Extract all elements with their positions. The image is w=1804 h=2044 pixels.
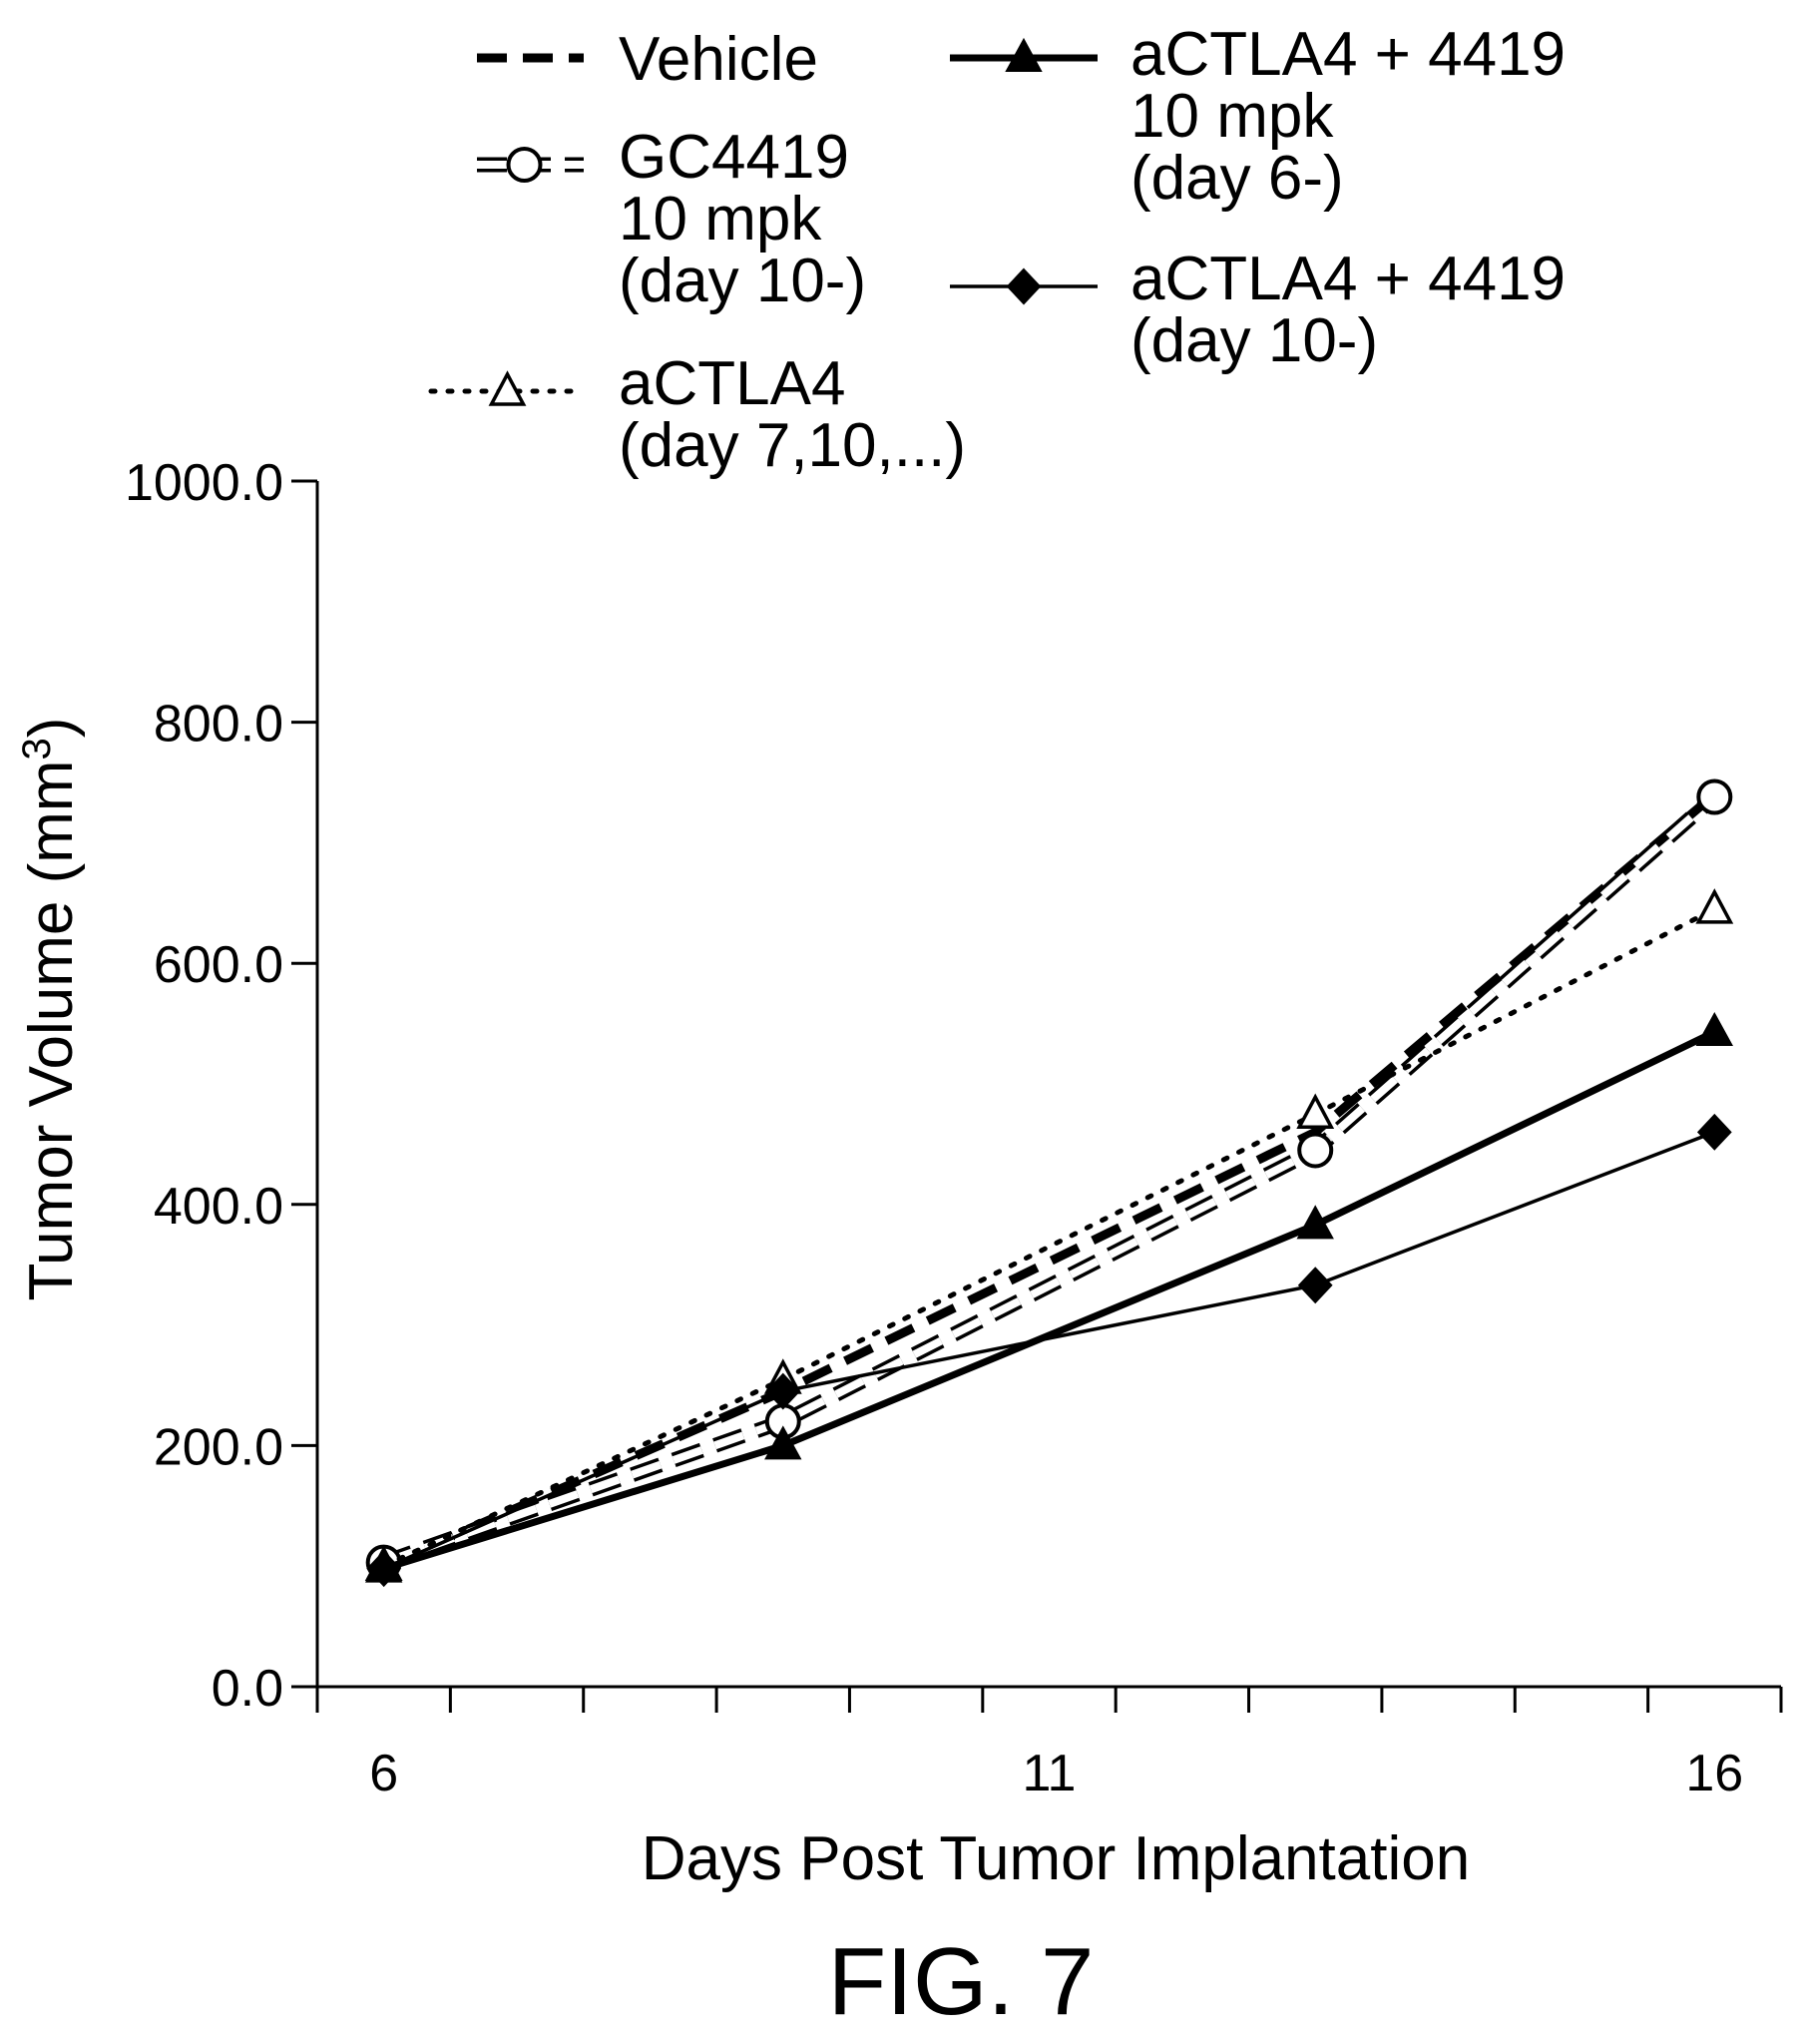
data-point-actla4_4419_d6 — [1296, 1205, 1334, 1240]
data-point-gc4419 — [1297, 1132, 1334, 1169]
legend-label-actla4_4419_d6: aCTLA4 + 4419 — [1130, 20, 1566, 89]
data-point-actla4_4419_d6 — [764, 1425, 802, 1460]
axes: 0.0 200.0 400.0 600.0 800.0 1000.0 6 11 16 — [125, 454, 1783, 1802]
series-line-gc4419 — [381, 790, 1720, 1570]
y-tick-label: 800.0 — [154, 696, 283, 754]
legend-label-actla4: aCTLA4 — [619, 349, 845, 418]
legend-label-actla4: (day 7,10,...) — [619, 411, 966, 480]
series-gc4419 — [365, 778, 1733, 1581]
y-axis-title-main: Tumor Volume (mm — [17, 760, 86, 1300]
x-tick-label: 16 — [1685, 1745, 1743, 1802]
legend-label-gc4419: (day 10-) — [619, 247, 866, 315]
series-actla4_4419_d10 — [366, 1113, 1732, 1588]
legend-entry-actla4: aCTLA4(day 7,10,...) — [428, 349, 966, 480]
figure-caption: FIG. 7 — [828, 1928, 1095, 2035]
series-layer — [364, 778, 1734, 1588]
y-tick-label: 600.0 — [154, 936, 283, 994]
data-point-actla4 — [1695, 888, 1734, 924]
y-axis-title-close: ) — [17, 718, 86, 739]
data-point-actla4_4419_d10 — [1696, 1113, 1732, 1151]
legend-label-vehicle: Vehicle — [619, 25, 818, 94]
x-tick-label: 6 — [369, 1745, 398, 1802]
legend-label-gc4419: 10 mpk — [619, 185, 822, 254]
x-axis-title: Days Post Tumor Implantation — [642, 1824, 1470, 1893]
series-line-actla4 — [381, 906, 1717, 1569]
y-tick-label: 200.0 — [154, 1418, 283, 1476]
legend-marker-actla4_4419_d10 — [1006, 267, 1042, 305]
data-point-actla4_4419_d10 — [366, 1550, 402, 1588]
legend-label-actla4_4419_d10: (day 10-) — [1130, 306, 1378, 375]
data-point-actla4_4419_d6 — [1695, 1011, 1734, 1047]
data-point-actla4_4419_d10 — [765, 1372, 801, 1410]
series-vehicle — [381, 790, 1718, 1571]
data-point-actla4 — [1296, 1093, 1335, 1129]
legend-marker-actla4_4419_d6 — [1005, 37, 1043, 72]
legend-label-actla4_4419_d10: aCTLA4 + 4419 — [1130, 245, 1566, 313]
data-point-actla4_4419_d10 — [1297, 1267, 1333, 1304]
y-tick-label: 0.0 — [212, 1660, 283, 1718]
series-line-actla4_4419_d10 — [382, 1130, 1715, 1571]
y-axis-title: Tumor Volume (mm3) — [15, 718, 86, 1301]
legend-label-gc4419: GC4419 — [619, 123, 849, 192]
y-tick-label: 400.0 — [154, 1178, 283, 1236]
series-line-gc4419-inner — [382, 793, 1717, 1567]
y-tick-label: 1000.0 — [125, 454, 283, 512]
legend-entry-actla4_4419_d10: aCTLA4 + 4419(day 10-) — [950, 245, 1566, 375]
legend-entry-vehicle: Vehicle — [477, 25, 818, 94]
series-line-actla4_4419_d6 — [382, 1028, 1716, 1572]
legend-label-actla4_4419_d6: (day 6-) — [1130, 144, 1344, 213]
legend-label-actla4_4419_d6: 10 mpk — [1130, 82, 1334, 151]
legend-marker-gc4419 — [506, 147, 543, 183]
series-line-vehicle — [381, 790, 1718, 1571]
series-actla4 — [364, 888, 1734, 1581]
data-point-gc4419 — [1696, 778, 1733, 815]
legend-marker-actla4 — [488, 370, 527, 406]
x-tick-label: 11 — [1023, 1745, 1077, 1802]
y-axis-title-superscript: 3 — [15, 738, 59, 760]
